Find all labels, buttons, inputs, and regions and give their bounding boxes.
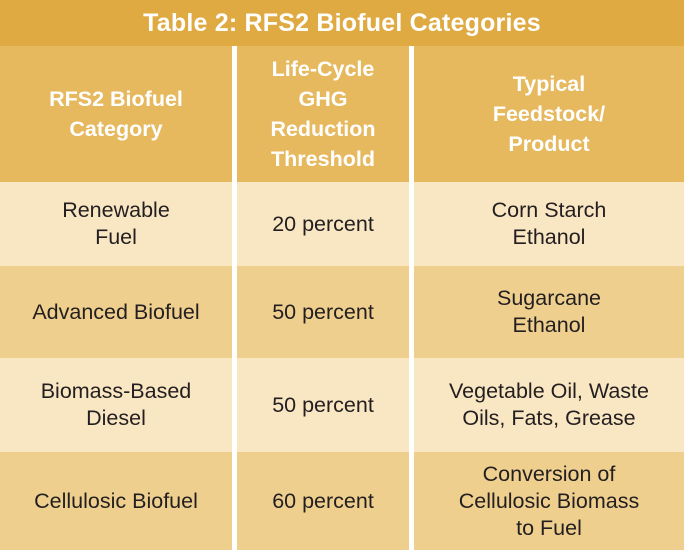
row4-feedstock: Conversion of Cellulosic Biomass to Fuel [414, 452, 684, 550]
header-category: RFS2 Biofuel Category [0, 46, 232, 182]
row4-category: Cellulosic Biofuel [0, 452, 232, 550]
row1-threshold: 20 percent [232, 182, 414, 266]
table-title: Table 2: RFS2 Biofuel Categories [0, 0, 684, 46]
table-grid: RFS2 Biofuel Category Life-Cycle GHG Reduct… [0, 46, 684, 550]
row1-feedstock: Corn Starch Ethanol [414, 182, 684, 266]
row1-category: Renewable Fuel [0, 182, 232, 266]
row2-feedstock: Sugarcane Ethanol [414, 266, 684, 358]
header-feedstock: Typical Feedstock/Product [414, 46, 684, 182]
row3-category: Biomass-Based Diesel [0, 358, 232, 452]
row3-threshold: 50 percent [232, 358, 414, 452]
row3-feedstock: Vegetable Oil, Waste Oils, Fats, Grease [414, 358, 684, 452]
row2-category: Advanced Biofuel [0, 266, 232, 358]
header-threshold: Life-Cycle GHG Reduction Threshold [232, 46, 414, 182]
row4-threshold: 60 percent [232, 452, 414, 550]
row2-threshold: 50 percent [232, 266, 414, 358]
